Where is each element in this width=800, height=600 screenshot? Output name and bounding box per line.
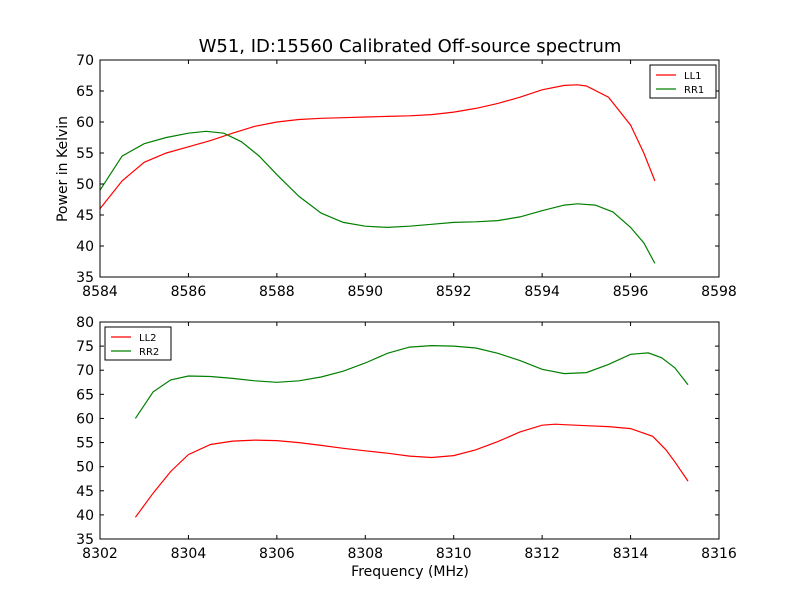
legend-label-ll1: LL1	[684, 71, 702, 82]
y-tick-label: 55	[76, 146, 94, 162]
x-axis-label: Frequency (MHz)	[351, 564, 469, 580]
x-tick-label: 8316	[701, 546, 737, 562]
x-tick-label: 8586	[171, 284, 207, 300]
series-line-ll2	[134, 423, 689, 518]
plot-frame	[99, 321, 720, 540]
x-tick-label: 8590	[347, 284, 383, 300]
y-tick-label: 45	[76, 208, 94, 224]
legend-label-ll2: LL2	[139, 333, 157, 344]
top-spectrum-panel: 8584 8586 8588 8590 8592 8594 8596 8598 35 40 45 50…	[76, 53, 737, 300]
x-tick-label: 8594	[524, 284, 560, 300]
y-tick-label: 55	[76, 436, 94, 452]
y-tick-label: 40	[76, 239, 94, 255]
series-line-ll1	[99, 84, 656, 210]
x-tick-label: 8306	[259, 546, 295, 562]
x-tick-label: 8584	[82, 284, 118, 300]
legend-box	[104, 326, 172, 361]
y-tick-label: 70	[76, 363, 94, 379]
y-tick-label: 80	[76, 315, 94, 331]
y-tick-label: 60	[76, 411, 94, 427]
x-tick-label: 8302	[82, 546, 118, 562]
y-tick-label: 50	[76, 177, 94, 193]
x-tick-label: 8304	[171, 546, 207, 562]
legend-label-rr2: RR2	[139, 347, 159, 358]
x-tick-label: 8312	[524, 546, 560, 562]
y-tick-label: 35	[76, 532, 94, 548]
y-axis-label: Power in Kelvin	[55, 116, 71, 222]
legend-box	[649, 64, 717, 99]
x-tick-label: 8314	[613, 546, 649, 562]
y-tick-label: 75	[76, 339, 94, 355]
y-tick-label: 45	[76, 484, 94, 500]
y-tick-label: 65	[76, 387, 94, 403]
plot-frame	[99, 59, 720, 278]
plot-area	[100, 60, 719, 277]
bottom-spectrum-panel: 8302 8304 8306 8308 8310 8312 8314 8316 35 40 45 50…	[76, 315, 737, 562]
x-tick-label: 8308	[347, 546, 383, 562]
x-tick-label: 8588	[259, 284, 295, 300]
legend-label-rr1: RR1	[684, 85, 704, 96]
y-tick-label: 70	[76, 53, 94, 69]
plot-area	[100, 322, 719, 539]
chart-title: W51, ID:15560 Calibrated Off-source spec…	[199, 36, 622, 57]
y-tick-label: 65	[76, 84, 94, 100]
x-tick-label: 8310	[436, 546, 472, 562]
y-tick-label: 35	[76, 270, 94, 286]
x-tick-label: 8598	[701, 284, 737, 300]
y-tick-label: 60	[76, 115, 94, 131]
series-line-rr2	[134, 344, 689, 419]
x-tick-label: 8592	[436, 284, 472, 300]
y-tick-label: 50	[76, 460, 94, 476]
x-tick-label: 8596	[613, 284, 649, 300]
y-tick-label: 40	[76, 508, 94, 524]
series-line-rr1	[99, 130, 656, 264]
